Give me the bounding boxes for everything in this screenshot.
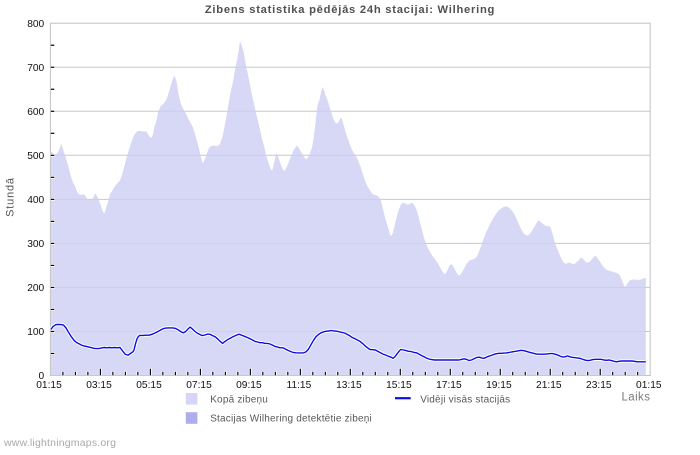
svg-text:800: 800 <box>27 19 44 30</box>
svg-text:Laiks: Laiks <box>622 392 651 404</box>
svg-text:Vidēji visās stacijās: Vidēji visās stacijās <box>420 395 510 406</box>
svg-text:0: 0 <box>39 371 45 382</box>
svg-text:400: 400 <box>27 195 44 206</box>
svg-text:200: 200 <box>27 283 44 294</box>
svg-text:300: 300 <box>27 239 44 250</box>
svg-text:23:15: 23:15 <box>586 380 612 391</box>
svg-text:03:15: 03:15 <box>86 380 112 391</box>
svg-text:19:15: 19:15 <box>486 380 512 391</box>
svg-text:Zibens statistika pēdējās 24h: Zibens statistika pēdējās 24h stacijai: … <box>205 4 495 16</box>
svg-text:05:15: 05:15 <box>136 380 162 391</box>
svg-text:www.lightningmaps.org: www.lightningmaps.org <box>3 437 116 449</box>
svg-text:01:15: 01:15 <box>36 380 62 391</box>
svg-text:Stacijas Wilhering detektētie: Stacijas Wilhering detektētie zibeņi <box>210 414 372 425</box>
svg-text:17:15: 17:15 <box>436 380 462 391</box>
svg-text:13:15: 13:15 <box>336 380 362 391</box>
svg-text:07:15: 07:15 <box>186 380 212 391</box>
svg-text:100: 100 <box>27 327 44 338</box>
svg-text:09:15: 09:15 <box>236 380 262 391</box>
svg-text:Kopā zibeņu: Kopā zibeņu <box>210 395 268 406</box>
svg-text:500: 500 <box>27 151 44 162</box>
svg-text:600: 600 <box>27 107 44 118</box>
svg-text:11:15: 11:15 <box>287 380 312 391</box>
svg-text:700: 700 <box>27 63 44 74</box>
svg-text:15:15: 15:15 <box>386 380 412 391</box>
svg-text:21:15: 21:15 <box>536 380 562 391</box>
svg-text:01:15: 01:15 <box>636 380 662 391</box>
svg-text:Stundā: Stundā <box>5 177 17 217</box>
